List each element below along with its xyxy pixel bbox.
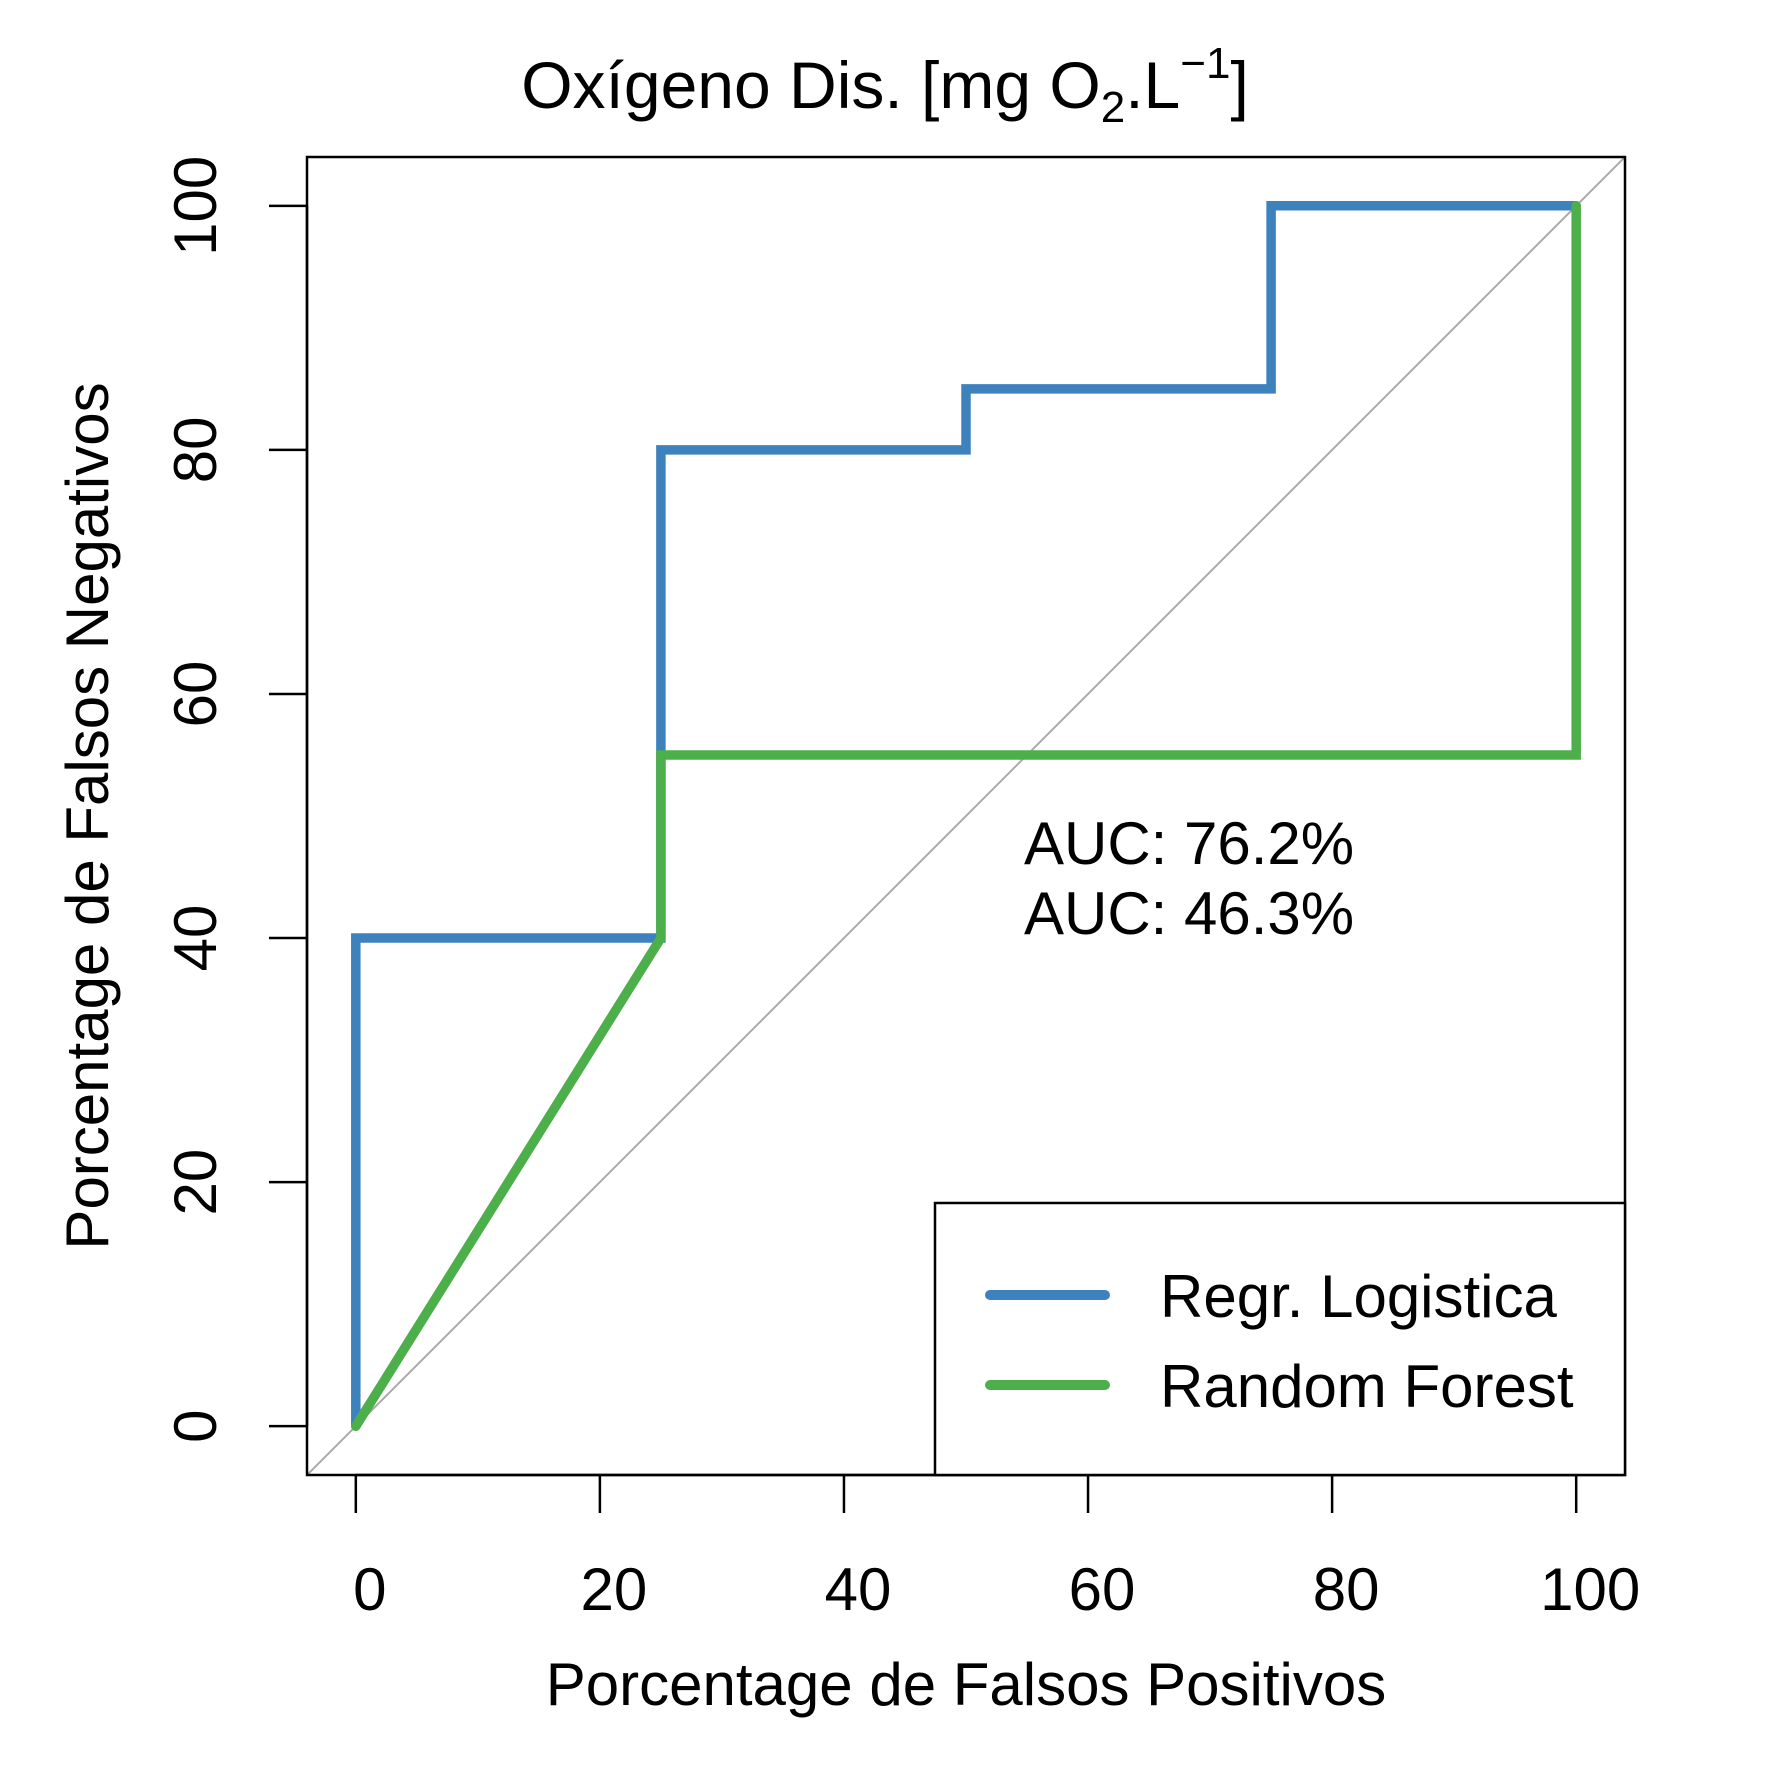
y-tick-label-40: 40	[162, 905, 229, 972]
reference-diagonal-line	[307, 157, 1625, 1475]
legend-label-regr-logistica: Regr. Logistica	[1160, 1263, 1558, 1330]
x-tick-label-40: 40	[825, 1556, 892, 1623]
y-tick-label-100: 100	[162, 156, 229, 256]
x-tick-label-20: 20	[581, 1556, 648, 1623]
x-tick-label-60: 60	[1069, 1556, 1136, 1623]
chart-title-mid: .L	[1125, 48, 1180, 122]
series-line-random-forest	[351, 201, 1581, 1431]
chart-title-main: Oxígeno Dis. [mg O	[521, 48, 1101, 122]
legend-box	[933, 1201, 1627, 1477]
auc-label-random-forest: AUC: 46.3%	[1024, 880, 1354, 947]
series-line-regr-logistica	[351, 201, 1581, 1431]
legend: Regr. Logistica Random Forest	[933, 1201, 1627, 1477]
x-tick-label-100: 100	[1540, 1556, 1640, 1623]
y-tick-label-80: 80	[162, 417, 229, 484]
y-tick-label-20: 20	[162, 1149, 229, 1216]
chart-title-superscript: −1	[1180, 39, 1230, 88]
auc-label-regr-logistica: AUC: 76.2%	[1024, 810, 1354, 877]
y-axis-label: Porcentage de Falsos Negativos	[54, 382, 121, 1249]
chart-title-subscript: 2	[1101, 83, 1125, 132]
chart-title: Oxígeno Dis. [mg O2.L−1]	[521, 39, 1249, 132]
chart-title-end: ]	[1230, 48, 1248, 122]
x-tick-label-0: 0	[353, 1556, 386, 1623]
x-tick-label-80: 80	[1313, 1556, 1380, 1623]
legend-label-random-forest: Random Forest	[1160, 1353, 1574, 1420]
y-tick-label-0: 0	[162, 1409, 229, 1442]
y-tick-label-60: 60	[162, 661, 229, 728]
x-axis-label: Porcentage de Falsos Positivos	[546, 1651, 1386, 1718]
